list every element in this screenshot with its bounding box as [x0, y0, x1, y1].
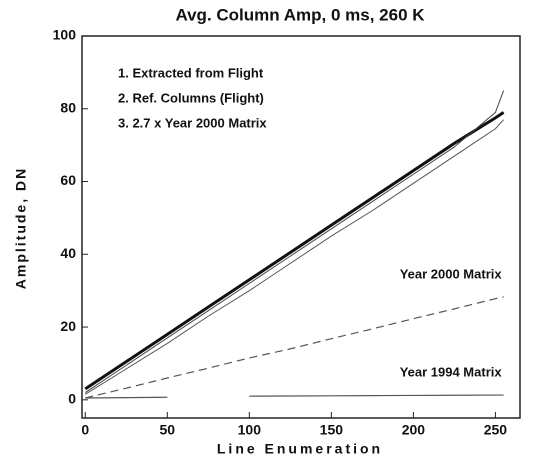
- x-tick-label: 200: [402, 422, 426, 438]
- x-axis-label: Line Enumeration: [217, 441, 383, 457]
- series-line: [85, 90, 505, 393]
- y-tick-label: 40: [60, 245, 76, 261]
- line-label: Year 2000 Matrix: [400, 266, 503, 281]
- legend-entry: 3. 2.7 x Year 2000 Matrix: [118, 115, 267, 130]
- x-tick-label: 100: [238, 422, 262, 438]
- y-tick-label: 80: [60, 99, 76, 115]
- x-tick-label: 250: [484, 422, 508, 438]
- x-tick-label: 0: [81, 422, 89, 438]
- x-tick-label: 50: [160, 422, 176, 438]
- y-tick-label: 20: [60, 318, 76, 334]
- series-line: [85, 119, 504, 395]
- x-tick-label: 150: [320, 422, 344, 438]
- y-axis-label: Amplitude, DN: [13, 167, 29, 289]
- legend-entry: 1. Extracted from Flight: [118, 65, 264, 80]
- series-line: [85, 394, 504, 399]
- y-tick-label: 0: [68, 391, 76, 407]
- series-line: [84, 111, 505, 391]
- chart-title: Avg. Column Amp, 0 ms, 260 K: [175, 5, 425, 24]
- plot-frame: [81, 35, 521, 419]
- y-tick-label: 60: [60, 172, 76, 188]
- y-tick-label: 100: [53, 27, 77, 43]
- line-label: Year 1994 Matrix: [400, 365, 503, 380]
- legend-entry: 2. Ref. Columns (Flight): [118, 90, 264, 105]
